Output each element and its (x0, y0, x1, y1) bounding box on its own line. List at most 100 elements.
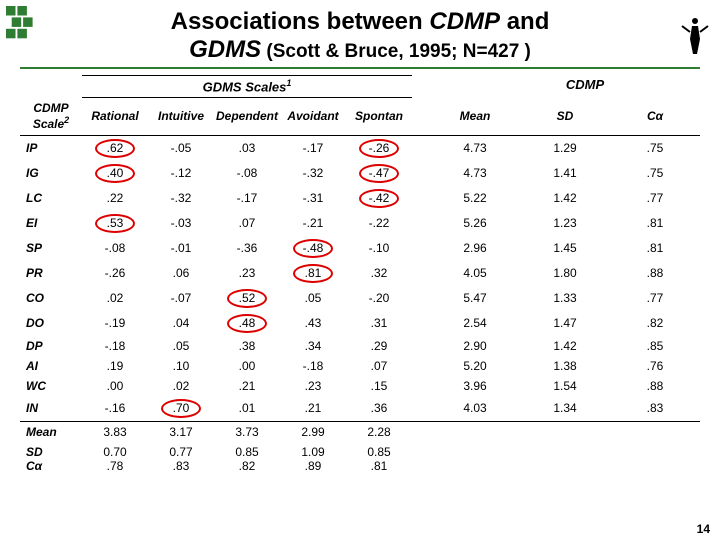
title-gdms: GDMS (189, 36, 261, 63)
cell: -.26 (346, 135, 412, 161)
th-intuitive: Intuitive (148, 98, 214, 136)
table-row: IG.40-.12-.08-.32-.474.731.41.75 (20, 161, 700, 186)
cell: .10 (148, 356, 214, 376)
row-label: IP (20, 135, 82, 161)
cell: .88 (610, 261, 700, 286)
table-row: WC.00.02.21.23.153.961.54.88 (20, 376, 700, 396)
cell: 5.26 (430, 211, 520, 236)
mean-row: Mean3.833.173.732.992.28 (20, 421, 700, 442)
cell: .00 (82, 376, 148, 396)
cell: .53 (82, 211, 148, 236)
cell: .19 (82, 356, 148, 376)
table-row: PR-.26.06.23.81.324.051.80.88 (20, 261, 700, 286)
cell: .36 (346, 396, 412, 422)
cell: -.32 (148, 186, 214, 211)
cell: -.26 (82, 261, 148, 286)
row-label: SP (20, 236, 82, 261)
th-avoidant: Avoidant (280, 98, 346, 136)
divider (20, 67, 700, 69)
cell: .23 (214, 261, 280, 286)
cell: .52 (214, 286, 280, 311)
cell: -.19 (82, 311, 148, 336)
cell: .81 (280, 261, 346, 286)
cell: 1.34 (520, 396, 610, 422)
cell: 1.42 (520, 336, 610, 356)
cell: .02 (148, 376, 214, 396)
cell: .06 (148, 261, 214, 286)
cell: .75 (610, 135, 700, 161)
row-label: WC (20, 376, 82, 396)
cell: 1.45 (520, 236, 610, 261)
th-dependent: Dependent (214, 98, 280, 136)
cell: .03 (214, 135, 280, 161)
cell: .15 (346, 376, 412, 396)
row-label: CO (20, 286, 82, 311)
cell: .40 (82, 161, 148, 186)
title-text-a: Associations between (171, 8, 430, 35)
cell: .62 (82, 135, 148, 161)
cell: 4.03 (430, 396, 520, 422)
th-scale: CDMP Scale2 (20, 98, 82, 136)
title-text-c: and (500, 8, 549, 35)
cell: 5.20 (430, 356, 520, 376)
cell: 5.22 (430, 186, 520, 211)
cell: -.08 (214, 161, 280, 186)
cell: .23 (280, 376, 346, 396)
table-row: IN-.16.70.01.21.364.031.34.83 (20, 396, 700, 422)
cell: -.22 (346, 211, 412, 236)
cell: .32 (346, 261, 412, 286)
cell: .76 (610, 356, 700, 376)
cell: .00 (214, 356, 280, 376)
cell: .05 (148, 336, 214, 356)
cell: -.32 (280, 161, 346, 186)
cell: -.21 (280, 211, 346, 236)
cell: .77 (610, 186, 700, 211)
row-label: LC (20, 186, 82, 211)
row-label: EI (20, 211, 82, 236)
data-table: CDMP Scale2 Rational Intuitive Dependent… (20, 98, 700, 476)
title-sub: (Scott & Bruce, 1995; N=427 ) (261, 41, 531, 62)
cell: 1.23 (520, 211, 610, 236)
cell: .05 (280, 286, 346, 311)
cell: 3.96 (430, 376, 520, 396)
row-label: PR (20, 261, 82, 286)
table-row: DP-.18.05.38.34.292.901.42.85 (20, 336, 700, 356)
row-label: IN (20, 396, 82, 422)
row-label: DP (20, 336, 82, 356)
cell: -.36 (214, 236, 280, 261)
cell: .70 (148, 396, 214, 422)
logo-right (680, 14, 710, 54)
th-rational: Rational (82, 98, 148, 136)
cell: -.07 (148, 286, 214, 311)
cell: -.48 (280, 236, 346, 261)
title-cdmp: CDMP (429, 8, 500, 35)
th-mean: Mean (430, 98, 520, 136)
cell: -.17 (214, 186, 280, 211)
header-row: CDMP Scale2 Rational Intuitive Dependent… (20, 98, 700, 136)
slide-number: 14 (697, 522, 710, 536)
cell: -.18 (82, 336, 148, 356)
cell: .02 (82, 286, 148, 311)
cell: -.05 (148, 135, 214, 161)
cdmp-group-header: CDMP (470, 75, 700, 97)
cell: .21 (214, 376, 280, 396)
cell: .07 (346, 356, 412, 376)
cell: -.31 (280, 186, 346, 211)
slide-title: Associations between CDMP and GDMS (Scot… (60, 8, 660, 63)
table-row: CO.02-.07.52.05-.205.471.33.77 (20, 286, 700, 311)
cell: -.08 (82, 236, 148, 261)
cell: -.47 (346, 161, 412, 186)
row-label: DO (20, 311, 82, 336)
cell: -.12 (148, 161, 214, 186)
cell: 1.54 (520, 376, 610, 396)
cell: 5.47 (430, 286, 520, 311)
table-row: DO-.19.04.48.43.312.541.47.82 (20, 311, 700, 336)
cell: -.20 (346, 286, 412, 311)
cell: .38 (214, 336, 280, 356)
logo-left (6, 6, 44, 44)
cell: .07 (214, 211, 280, 236)
table-row: LC.22-.32-.17-.31-.425.221.42.77 (20, 186, 700, 211)
cell: .31 (346, 311, 412, 336)
cell: 2.96 (430, 236, 520, 261)
cell: .29 (346, 336, 412, 356)
